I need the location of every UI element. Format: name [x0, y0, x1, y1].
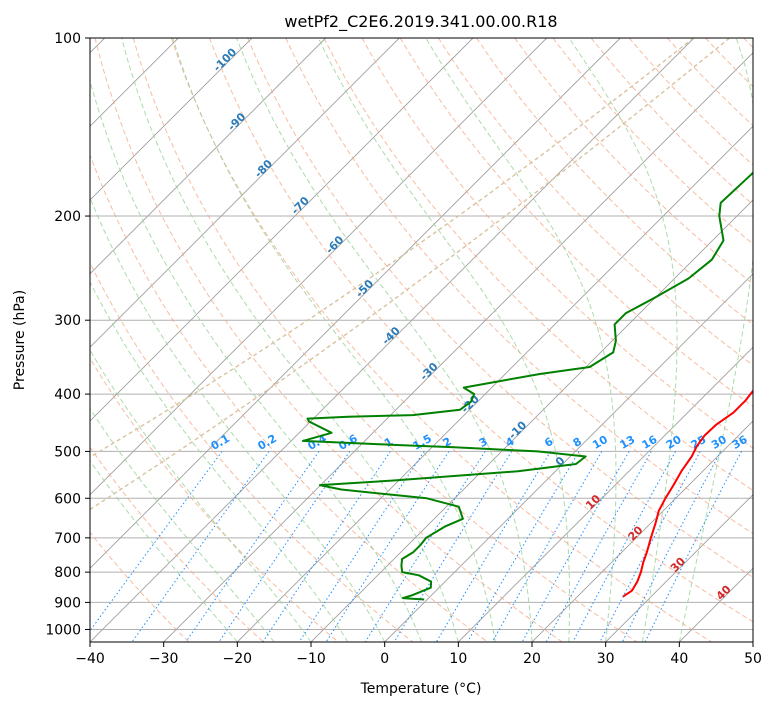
moist-adiabat-line [90, 349, 312, 642]
dry-adiabat-line [628, 38, 753, 166]
temperature-profile-line [622, 389, 753, 598]
mixing-ratio-line [572, 451, 676, 642]
profile-series [301, 171, 753, 601]
isotherm-line [90, 38, 400, 348]
isotherm-line [90, 38, 695, 642]
moist-adiabat-line [678, 38, 753, 642]
moist-adiabat-line [90, 407, 275, 642]
dry-adiabat-line [514, 38, 753, 285]
moist-adiabat-line [90, 196, 386, 642]
mixing-ratio-line [393, 451, 513, 642]
mixing-ratio-line [644, 451, 742, 642]
isotherm-line [531, 420, 753, 642]
isotherm-line [384, 273, 753, 642]
x-tick-label: −10 [296, 651, 326, 667]
isotherm-line [90, 38, 474, 422]
mixing-ratio-line [90, 451, 223, 632]
dry-adiabat-line [361, 38, 753, 449]
dry-adiabat-line [94, 38, 563, 642]
isotherm-line [90, 38, 327, 275]
x-axis-label: Temperature (°C) [360, 681, 482, 697]
dry-adiabat-line [437, 38, 753, 366]
x-tick-label: −30 [149, 651, 179, 667]
moist-adiabat-line [90, 280, 349, 642]
y-tick-label: 800 [54, 565, 81, 581]
x-tick-label: 20 [523, 651, 541, 667]
dry-adiabat-line [132, 38, 638, 642]
mixing-ratio-line [599, 451, 701, 642]
y-tick-label: 600 [54, 491, 81, 507]
moist-adiabat-line [121, 38, 459, 642]
dry-adiabat-line [90, 531, 190, 642]
axis-ticks: −40 −30 −20 −10 0 10 20 30 40 50 100 200 300 400 500 60… [45, 31, 762, 667]
dry-adiabat-line [285, 38, 753, 535]
y-axis-label: Pressure (hPa) [12, 290, 28, 390]
x-tick-label: 40 [670, 651, 688, 667]
mixing-ratio-line [185, 451, 320, 642]
moist-adiabat-line [568, 38, 678, 642]
dry-adiabat-line [90, 261, 414, 642]
x-tick-label: −20 [223, 651, 253, 667]
mixing-ratio-line [364, 451, 486, 642]
isotherm-line [457, 346, 753, 642]
dry-adiabat-line [90, 446, 264, 642]
moist-adiabat-line [236, 38, 533, 642]
mixing-ratio-line [262, 451, 391, 642]
y-tick-label: 300 [54, 313, 81, 329]
isotherm-line [90, 38, 253, 201]
plot-frame [89, 37, 754, 643]
x-tick-label: 30 [597, 651, 615, 667]
y-tick-label: 500 [54, 444, 81, 460]
dry-adiabat-line [399, 38, 753, 408]
y-tick-label: 1000 [45, 622, 81, 638]
mixing-ratio-line [131, 451, 270, 642]
mixing-ratio-line [545, 451, 652, 642]
moist-adiabat-line [90, 460, 238, 642]
isotherm-line [236, 125, 753, 642]
y-tick-label: 400 [54, 387, 81, 403]
x-tick-label: 0 [380, 651, 389, 667]
dry-adiabat-line [209, 38, 753, 623]
x-tick-label: 50 [744, 651, 762, 667]
dry-adiabat-line [170, 38, 712, 642]
moist-adiabat-line [317, 38, 570, 642]
y-tick-label: 900 [54, 595, 81, 611]
moist-adiabat-line [172, 38, 496, 642]
mixing-ratio-line [621, 451, 722, 642]
y-tick-label: 700 [54, 531, 81, 547]
isotherm-line [90, 38, 548, 496]
mixing-ratio-line [491, 451, 603, 642]
dry-adiabat-line [323, 38, 753, 492]
x-tick-label: 10 [449, 651, 467, 667]
y-tick-label: 200 [54, 209, 81, 225]
mixing-ratio-line [218, 451, 351, 642]
dewpoint-profile-line [301, 171, 753, 601]
chart-title: wetPf2_C2E6.2019.341.00.00.R18 [284, 12, 557, 32]
y-tick-label: 100 [54, 31, 81, 47]
isotherm-line [605, 494, 753, 642]
moist-adiabat-line [425, 38, 617, 642]
background-lines [90, 38, 753, 642]
isotherm-line [90, 38, 621, 569]
reference-curve [90, 38, 694, 458]
x-tick-label: −40 [75, 651, 105, 667]
isotherm-line [163, 52, 753, 642]
dry-adiabat-line [247, 38, 753, 578]
dry-adiabat-line [552, 38, 753, 245]
